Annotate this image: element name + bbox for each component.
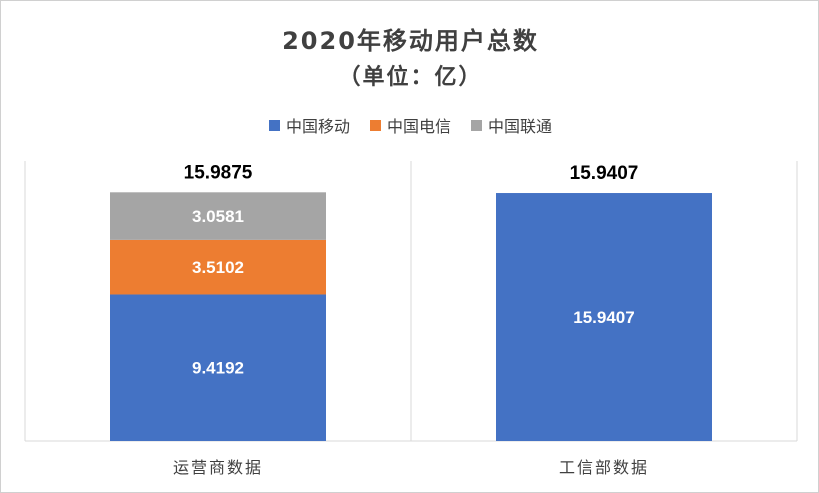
bar-0-1: [110, 239, 326, 295]
bar-label-0-0: 9.4192: [192, 359, 244, 378]
bar-label-1-0: 15.9407: [573, 308, 634, 327]
bar-label-0-1: 3.5102: [192, 258, 244, 277]
legend-label-0: 中国移动: [285, 117, 350, 136]
chart-title: 2020年移动用户总数: [282, 27, 539, 55]
legend-swatch-2: [471, 119, 482, 131]
bar-1-0: [496, 193, 712, 441]
category-label-0: 运营商数据: [173, 458, 263, 477]
legend-item-2: 中国联通: [471, 113, 552, 137]
legend-swatch-1: [369, 119, 381, 131]
total-label-1: 15.9407: [570, 163, 639, 184]
labels-layer: 9.4192 3.5102 3.0581 15.9875 运营商数据 15.9407 15.…: [173, 162, 649, 477]
total-label-0: 15.9875: [184, 162, 253, 183]
legend-label-1: 中国电信: [386, 117, 451, 136]
legend-swatch-0: [268, 119, 280, 131]
category-label-1: 工信部数据: [559, 458, 649, 477]
bars-layer: [110, 192, 712, 441]
chart-subtitle: （单位：亿）: [338, 65, 483, 90]
bar-0-2: [110, 192, 326, 240]
legend: 中国移动 中国电信 中国联通: [1, 113, 818, 137]
bar-0-0: [110, 294, 326, 441]
legend-item-1: 中国电信: [369, 113, 451, 137]
bar-label-0-2: 3.0581: [192, 207, 244, 226]
legend-item-0: 中国移动: [268, 113, 350, 137]
legend-label-2: 中国联通: [488, 117, 553, 136]
